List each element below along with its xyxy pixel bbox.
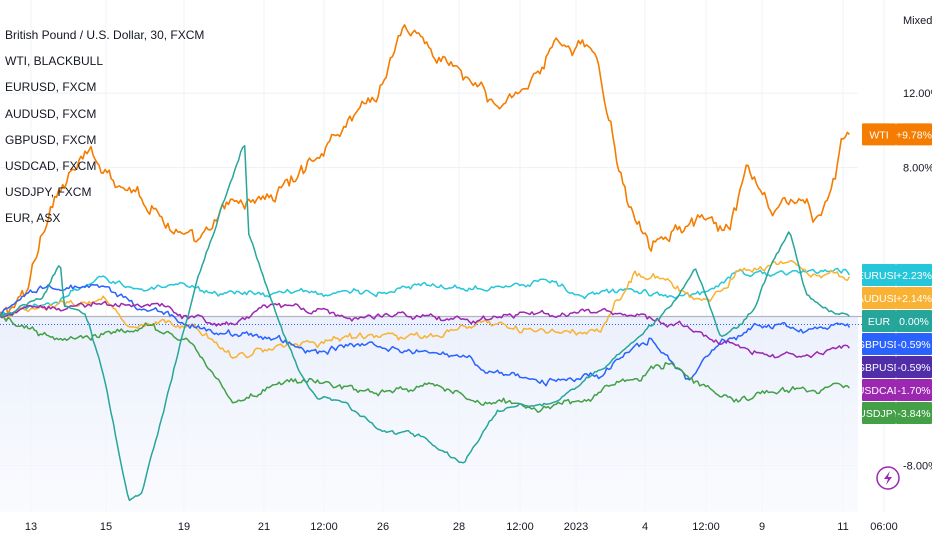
legend-item-eurusd[interactable]: EURUSD, FXCM (5, 80, 97, 95)
x-tick-label: 06:00 (870, 521, 898, 533)
series-line-usdjpy[interactable] (0, 313, 850, 413)
y-tick-label: 12.00% (903, 88, 932, 100)
series-value-tag-text: 0.00% (899, 316, 929, 328)
legend-item-usdcad[interactable]: USDCAD, FXCM (5, 159, 97, 174)
series-name-tag[interactable] (862, 123, 896, 146)
legend: British Pound / U.S. Dollar, 30, FXCM WT… (5, 22, 204, 232)
series-name-tag[interactable] (862, 309, 896, 332)
y-tick-label: -8.00% (903, 460, 932, 472)
series-value-tag (896, 332, 932, 355)
series-line-wti[interactable] (0, 24, 850, 315)
series-value-tag-text: +2.14% (896, 293, 932, 305)
series-value-tag-text: -3.84% (897, 408, 930, 420)
legend-item-audusd[interactable]: AUDUSD, FXCM (5, 106, 97, 121)
series-value-tag (896, 123, 932, 146)
series-name-tag-text: WTI (869, 129, 888, 141)
x-tick-label: 13 (25, 521, 37, 533)
series-line-usdcad[interactable] (0, 300, 850, 359)
x-tick-label: 19 (178, 521, 190, 533)
series-value-tag (896, 263, 932, 286)
x-tick-label: 12:00 (506, 521, 534, 533)
x-tick-label: 21 (258, 521, 270, 533)
x-tick-label: 12:00 (692, 521, 720, 533)
x-tick-label: 9 (759, 521, 765, 533)
series-name-tag-text: EUR (868, 316, 891, 328)
x-tick-label: 15 (100, 521, 112, 533)
baseline-area (0, 316, 858, 512)
series-name-tag[interactable] (862, 332, 896, 355)
legend-item-gbpusd[interactable]: GBPUSD, FXCM (5, 132, 97, 147)
series-value-tag (896, 309, 932, 332)
x-tick-label: 2023 (564, 521, 588, 533)
series-name-tag-text: USDJPY (858, 408, 899, 420)
series-value-tag-text: -0.59% (897, 339, 930, 351)
legend-item-eur[interactable]: EUR, ASX (5, 211, 61, 226)
series-value-tag (896, 401, 932, 424)
series-value-tag-text: -1.70% (897, 385, 930, 397)
scale-mode-label[interactable]: Mixed (903, 15, 932, 27)
series-name-tag[interactable] (862, 355, 896, 378)
series-value-tag-text: -0.59% (897, 362, 930, 374)
chart-title[interactable]: British Pound / U.S. Dollar, 30, FXCM (5, 28, 205, 42)
x-tick-label: 11 (837, 521, 848, 533)
x-tick-label: 12:00 (310, 521, 338, 533)
series-name-tag-text: AUDUSD (857, 293, 902, 305)
legend-item-usdjpy[interactable]: USDJPY, FXCM (5, 185, 92, 200)
series-name-tag-text: USDCAD (857, 385, 902, 397)
series-value-tag-text: +9.78% (896, 129, 932, 141)
series-line-gbpusd[interactable] (0, 283, 851, 387)
lightning-bolt-glyph (884, 471, 892, 485)
series-name-tag-text: GBPUSD (857, 339, 902, 351)
series-value-tag (896, 355, 932, 378)
series-name-tag[interactable] (862, 263, 896, 286)
series-line-eurusd[interactable] (0, 267, 851, 317)
x-tick-label: 26 (377, 521, 389, 533)
series-name-tag-text: GBPUSD (857, 362, 902, 374)
x-tick-label: 28 (453, 521, 465, 533)
series-name-tag[interactable] (862, 378, 896, 401)
x-tick-label: 4 (642, 521, 648, 533)
series-value-tag-text: +2.23% (896, 270, 932, 282)
series-value-tag (896, 286, 932, 309)
series-name-tag-text: EURUSD (857, 270, 902, 282)
series-value-tag (896, 378, 932, 401)
y-tick-label: 8.00% (903, 163, 932, 175)
series-name-tag[interactable] (862, 401, 896, 424)
series-name-tag[interactable] (862, 286, 896, 309)
series-line-eur[interactable] (0, 145, 850, 502)
legend-item-wti[interactable]: WTI, BLACKBULL (5, 54, 104, 69)
